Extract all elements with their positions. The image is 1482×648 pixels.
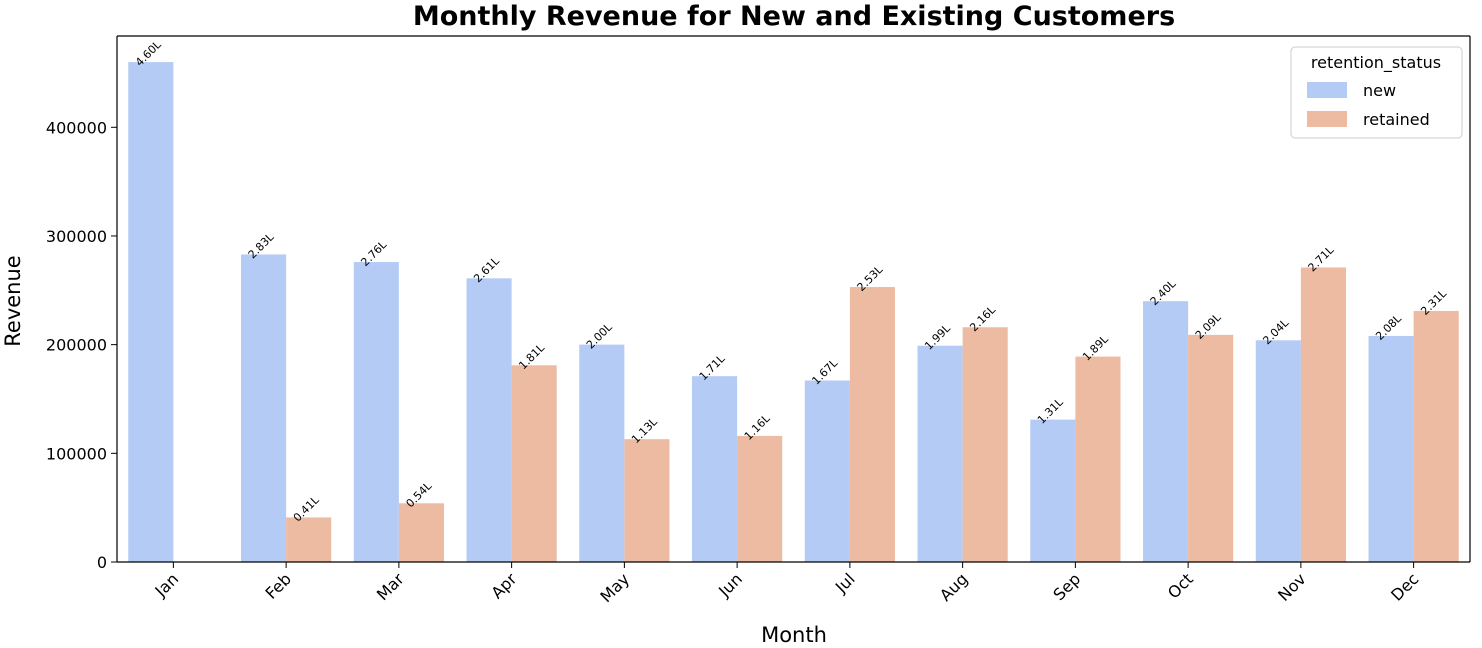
y-tick-label: 100000 [46, 444, 107, 463]
bar-new-apr [466, 278, 512, 562]
x-tick-label-apr: Apr [487, 569, 520, 602]
bar-new-jul [804, 380, 850, 562]
bar-retained-nov [1300, 267, 1346, 562]
x-tick-label-dec: Dec [1387, 569, 1422, 604]
y-tick-label: 400000 [46, 118, 107, 137]
x-tick-label-jul: Jul [831, 569, 859, 597]
legend-label-new: new [1363, 81, 1396, 100]
bar-retained-feb [286, 517, 332, 562]
x-tick-label-nov: Nov [1274, 569, 1310, 605]
bar-retained-jul [849, 287, 895, 562]
bar-retained-may [624, 439, 670, 562]
bar-new-sep [1030, 419, 1076, 562]
bar-retained-jun [737, 435, 783, 562]
x-tick-label-oct: Oct [1164, 569, 1197, 602]
legend-title: retention_status [1311, 53, 1441, 73]
bar-retained-sep [1075, 356, 1121, 562]
bar-new-jan [128, 62, 174, 563]
x-tick-label-jun: Jun [714, 569, 746, 601]
x-tick-label-mar: Mar [373, 569, 408, 604]
bar-retained-mar [398, 503, 444, 562]
x-tick-label-aug: Aug [936, 569, 972, 605]
bar-new-feb [241, 254, 287, 563]
y-tick-label: 200000 [46, 336, 107, 355]
bar-retained-oct [1188, 334, 1234, 562]
x-axis-label: Month [761, 623, 827, 647]
bar-new-jun [692, 376, 738, 562]
bar-new-mar [353, 262, 399, 562]
bar-retained-aug [962, 327, 1008, 562]
bar-new-oct [1143, 301, 1189, 562]
legend-swatch-new [1307, 82, 1347, 98]
x-tick-label-sep: Sep [1049, 569, 1084, 604]
x-tick-label-feb: Feb [261, 569, 294, 602]
bar-new-nov [1255, 340, 1301, 562]
bar-new-dec [1368, 335, 1414, 562]
bar-retained-dec [1413, 310, 1459, 562]
legend-swatch-retained [1307, 111, 1347, 127]
y-tick-label: 0 [97, 553, 107, 572]
legend-label-retained: retained [1363, 110, 1430, 129]
chart-title: Monthly Revenue for New and Existing Cus… [413, 1, 1175, 32]
x-tick-label-may: May [596, 569, 633, 606]
bar-new-may [579, 344, 625, 562]
x-tick-label-jan: Jan [151, 569, 183, 601]
y-tick-label: 300000 [46, 227, 107, 246]
bar-new-aug [917, 345, 963, 562]
bar-retained-apr [511, 365, 557, 562]
y-axis-label: Revenue [1, 255, 25, 346]
